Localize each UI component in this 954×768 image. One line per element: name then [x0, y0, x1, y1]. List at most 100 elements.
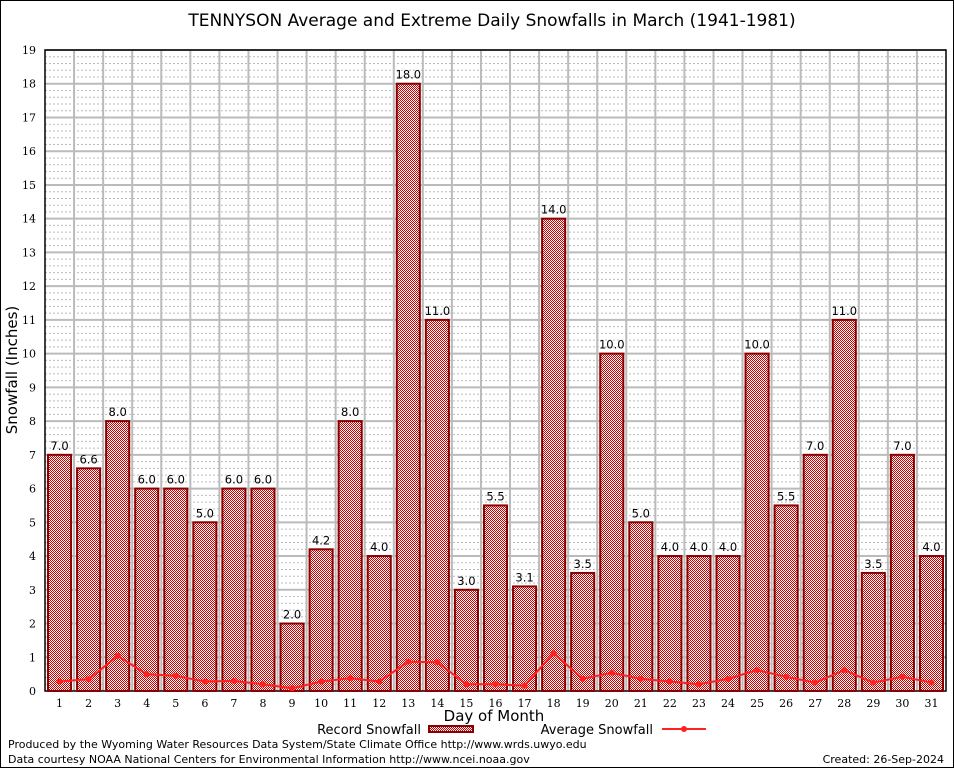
x-tick-label: 20 — [605, 697, 619, 710]
x-tick-label: 28 — [837, 697, 851, 710]
bar-value-label: 4.0 — [719, 540, 737, 554]
y-tick-label: 15 — [22, 179, 36, 192]
y-tick-label: 3 — [29, 584, 36, 597]
bar-day-25 — [744, 352, 770, 692]
y-tick-label: 1 — [29, 651, 36, 664]
average-point-day-30 — [899, 673, 906, 680]
average-point-day-24 — [725, 675, 732, 682]
average-point-day-26 — [783, 673, 790, 680]
bar-day-16 — [482, 504, 509, 692]
average-point-day-11 — [347, 675, 354, 682]
bar-value-label: 5.0 — [632, 506, 650, 520]
bar-value-label: 3.5 — [864, 557, 882, 571]
x-tick-label: 9 — [289, 697, 296, 710]
x-tick-label: 2 — [85, 697, 92, 710]
bar-day-12 — [366, 555, 392, 692]
average-line — [56, 650, 935, 692]
bar-day-3 — [105, 420, 131, 692]
x-tick-label: 6 — [201, 697, 208, 710]
bar-day-27 — [802, 453, 828, 692]
average-point-day-23 — [695, 681, 702, 688]
x-tick-label: 29 — [866, 697, 880, 710]
bar-value-label: 4.0 — [690, 540, 708, 554]
x-tick-label: 23 — [692, 697, 706, 710]
average-point-day-21 — [637, 675, 644, 682]
x-tick-label: 13 — [401, 697, 415, 710]
average-point-day-17 — [521, 682, 528, 689]
y-tick-label: 10 — [22, 348, 36, 361]
x-tick-label: 21 — [634, 697, 648, 710]
legend-average-label: Average Snowfall — [541, 723, 653, 738]
x-tick-label: 1 — [56, 697, 63, 710]
legend-record-swatch — [428, 725, 474, 733]
bar-value-label: 6.0 — [254, 473, 272, 487]
y-tick-label: 5 — [29, 516, 36, 529]
average-point-day-29 — [870, 679, 877, 686]
x-tick-label: 17 — [518, 697, 532, 710]
bar-day-31 — [918, 555, 945, 692]
average-point-day-19 — [579, 675, 586, 682]
bar-value-label: 3.0 — [457, 574, 475, 588]
bar-day-11 — [337, 420, 363, 692]
x-tick-label: 10 — [314, 697, 328, 710]
bar-day-4 — [134, 487, 160, 692]
bar-value-label: 11.0 — [831, 304, 857, 318]
average-point-day-12 — [376, 678, 383, 685]
average-point-day-22 — [666, 678, 673, 685]
bar-day-26 — [773, 504, 799, 692]
bar-value-label: 14.0 — [541, 203, 567, 217]
bar-day-7 — [221, 487, 247, 692]
average-point-day-5 — [172, 672, 179, 679]
bar-value-label: 4.0 — [370, 540, 388, 554]
average-point-day-15 — [463, 681, 470, 688]
average-point-day-28 — [841, 667, 848, 674]
x-tick-label: 31 — [924, 697, 938, 710]
x-tick-label: 14 — [430, 697, 444, 710]
x-tick-label: 8 — [259, 697, 266, 710]
average-point-day-18 — [550, 650, 557, 657]
average-point-day-25 — [754, 667, 761, 674]
average-point-day-4 — [143, 671, 150, 678]
average-point-day-6 — [201, 678, 208, 685]
y-tick-label: 16 — [22, 145, 36, 158]
legend-record-label: Record Snowfall — [317, 723, 421, 738]
y-tick-label: 12 — [22, 280, 36, 293]
bar-day-24 — [715, 555, 741, 692]
y-tick-label: 11 — [22, 314, 36, 327]
average-point-day-3 — [114, 652, 121, 659]
x-tick-label: 27 — [808, 697, 822, 710]
legend: Record Snowfall Average Snowfall — [317, 723, 706, 738]
bar-day-14 — [424, 318, 450, 692]
average-point-day-1 — [56, 678, 63, 685]
bars — [47, 82, 945, 693]
footer-created: Created: 26-Sep-2024 — [823, 753, 944, 766]
x-tick-label: 30 — [895, 697, 909, 710]
bar-day-6 — [192, 521, 218, 692]
x-tick-label: 26 — [779, 697, 793, 710]
bar-day-1 — [47, 453, 73, 692]
bar-day-13 — [395, 82, 421, 693]
bar-value-label: 6.0 — [167, 473, 185, 487]
bar-value-label: 8.0 — [341, 405, 359, 419]
bar-value-label: 10.0 — [744, 338, 770, 352]
y-tick-label: 19 — [22, 44, 36, 57]
bar-day-18 — [541, 217, 567, 692]
x-tick-label: 15 — [459, 697, 473, 710]
footer-data-source: Data courtesy NOAA National Centers for … — [8, 753, 530, 766]
y-tick-label: 17 — [22, 111, 36, 124]
y-axis-label: Snowfall (Inches) — [3, 306, 21, 434]
average-point-day-13 — [405, 658, 412, 665]
x-tick-label: 4 — [143, 697, 150, 710]
bar-day-9 — [279, 622, 305, 692]
average-point-day-20 — [608, 669, 615, 676]
bar-day-19 — [570, 571, 596, 693]
bar-value-label: 3.5 — [574, 557, 592, 571]
bar-value-label: 8.0 — [109, 405, 127, 419]
x-tick-label: 11 — [343, 697, 357, 710]
bar-value-label: 6.0 — [225, 473, 243, 487]
bar-labels: 7.0 6.6 8.0 6.0 6.0 5.0 6.0 6.0 2.0 4.2 8.0 4.0 18.0… — [50, 68, 940, 622]
bar-day-2 — [76, 467, 102, 693]
bar-day-15 — [453, 588, 479, 693]
bar-day-30 — [889, 453, 915, 692]
bar-value-label: 7.0 — [806, 439, 824, 453]
